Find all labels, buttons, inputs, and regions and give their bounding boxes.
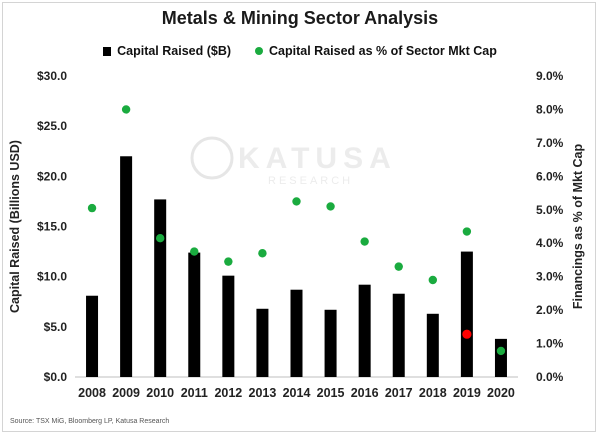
legend-entry-capital-raised: Capital Raised ($B) (103, 44, 231, 58)
y2-tick-label: 1.0% (536, 337, 564, 351)
bar-2016 (358, 284, 371, 377)
y2-tick-label: 4.0% (536, 236, 564, 250)
y2-tick-label: 6.0% (536, 169, 564, 183)
y2-tick-label: 2.0% (536, 303, 564, 317)
y-tick-label: $30.0 (37, 69, 67, 83)
x-tick-label: 2012 (214, 386, 242, 400)
y-tick-label: $25.0 (37, 119, 67, 133)
bar-2015 (324, 309, 337, 377)
y-axis-title: Capital Raised (Billions USD) (8, 140, 22, 313)
y2-tick-label: 8.0% (536, 102, 564, 116)
source-note: Source: TSX MiG, Bloomberg LP, Katusa Re… (10, 418, 170, 425)
watermark-logo-icon (190, 136, 234, 180)
point-2013 (258, 249, 267, 258)
point-2009 (121, 105, 131, 114)
legend-label-capital-raised: Capital Raised ($B) (117, 44, 232, 58)
x-tick-label: 2008 (78, 386, 106, 400)
point-2008 (87, 203, 97, 213)
watermark-text: KATUSA (238, 142, 397, 175)
y2-tick-label: 3.0% (536, 270, 564, 284)
x-tick-label: 2009 (112, 386, 140, 400)
bar-2017 (392, 293, 405, 377)
y2-tick-label: 9.0% (536, 69, 564, 83)
y-tick-label: $20.0 (37, 169, 67, 183)
y2-axis-title: Financings as % of Mkt Cap (571, 143, 585, 309)
bar-2020 (494, 338, 507, 377)
x-tick-label: 2010 (146, 386, 174, 400)
y2-tick-label: 5.0% (536, 203, 564, 217)
legend-entry-percent-mkt-cap: Capital Raised as % of Sector Mkt Cap (255, 44, 497, 58)
x-tick-label: 2018 (419, 386, 447, 400)
x-tick-label: 2014 (283, 386, 311, 400)
bar-2018 (426, 313, 439, 377)
bar-2013 (256, 308, 269, 377)
y2-tick-label: 7.0% (536, 136, 564, 150)
point-2010 (155, 234, 165, 243)
bar-2009 (120, 156, 133, 377)
y2-tick-label: 0.0% (536, 370, 564, 384)
point-2016 (360, 237, 369, 246)
legend-dot-swatch (255, 47, 264, 55)
highlight-point-2019 (462, 329, 472, 339)
bar-2012 (222, 275, 235, 377)
point-2019 (462, 227, 472, 236)
bar-2014 (290, 289, 303, 377)
y-tick-label: $10.0 (37, 270, 67, 284)
x-tick-label: 2015 (317, 386, 345, 400)
point-2015 (326, 202, 335, 211)
bar-2011 (188, 252, 201, 377)
legend-label-percent-mkt-cap: Capital Raised as % of Sector Mkt Cap (269, 44, 497, 58)
point-2017 (394, 262, 403, 271)
legend-bar-swatch (103, 46, 112, 56)
x-tick-label: 2013 (249, 386, 277, 400)
point-2020 (496, 346, 506, 356)
bar-2010 (154, 199, 167, 377)
legend: Capital Raised ($B) Capital Raised as % … (0, 44, 600, 58)
bar-2019 (460, 251, 473, 377)
chart-title: Metals & Mining Sector Analysis (161, 8, 439, 28)
point-2011 (190, 247, 199, 256)
x-tick-label: 2011 (181, 386, 208, 400)
point-2014 (292, 197, 301, 206)
y-tick-label: $0.0 (44, 370, 68, 384)
x-tick-label: 2017 (385, 386, 413, 400)
point-2012 (224, 257, 233, 266)
x-tick-label: 2020 (487, 386, 515, 400)
point-2018 (428, 275, 438, 285)
x-tick-label: 2016 (351, 386, 379, 400)
watermark-subtext: RESEARCH (268, 175, 353, 187)
bar-2008 (86, 295, 99, 377)
x-tick-label: 2019 (453, 386, 481, 400)
y-tick-label: $5.0 (44, 320, 68, 334)
y-tick-label: $15.0 (37, 220, 67, 234)
chart-frame (2, 2, 596, 432)
